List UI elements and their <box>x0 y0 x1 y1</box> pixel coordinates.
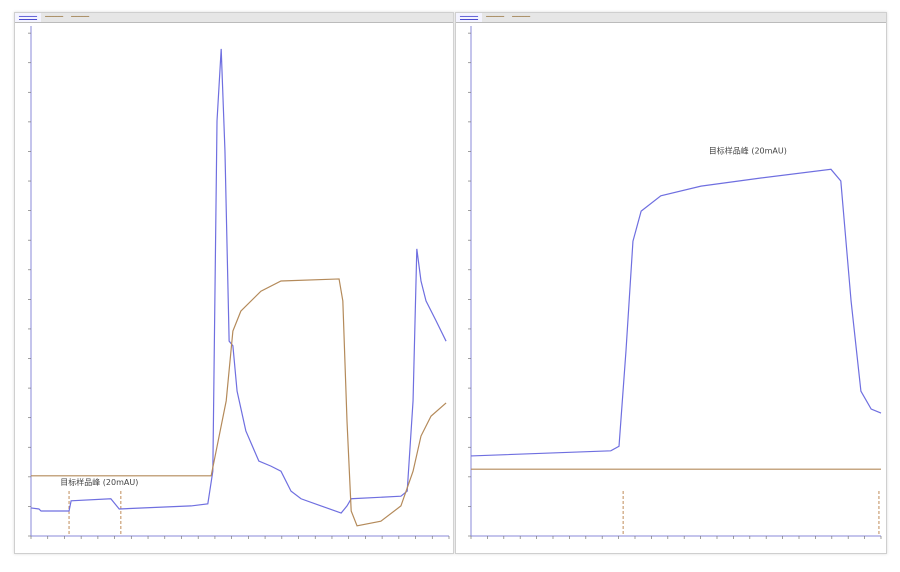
left-chart-panel: ━━━━━━ ━━━━━━ ━━━━━━ 目标样品峰 (20mAU) <box>14 12 454 554</box>
blue-curve <box>470 168 882 457</box>
peak-annotation: 目标样品峰 (20mAU) <box>60 477 138 487</box>
tab-conc-curve[interactable]: ━━━━━━ <box>512 14 531 20</box>
tab-cond-curve[interactable]: ━━━━━━ <box>486 14 505 20</box>
left-chromatogram: 目标样品峰 (20mAU) <box>28 26 450 539</box>
blue-curve <box>30 48 447 514</box>
tab-uv-curve[interactable]: ━━━━━━ <box>15 13 42 22</box>
tab-cond-curve[interactable]: ━━━━━━ <box>45 14 64 20</box>
tab-conc-curve[interactable]: ━━━━━━ <box>71 14 90 20</box>
right-chromatogram: 目标样品峰 (20mAU) <box>468 26 882 539</box>
brown-curve <box>31 278 447 527</box>
peak-annotation: 目标样品峰 (20mAU) <box>709 146 787 156</box>
right-chart-panel: ━━━━━━ ━━━━━━ ━━━━━━ 目标样品峰 (20mAU) <box>455 12 887 554</box>
curve-tabs: ━━━━━━ ━━━━━━ ━━━━━━ <box>15 13 453 23</box>
tab-uv-curve[interactable]: ━━━━━━ <box>456 13 483 22</box>
curve-tabs: ━━━━━━ ━━━━━━ ━━━━━━ <box>456 13 886 23</box>
